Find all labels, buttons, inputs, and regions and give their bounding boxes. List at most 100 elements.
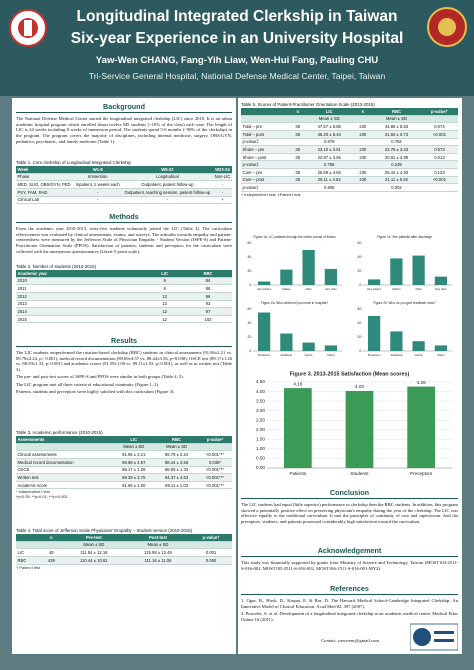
table-cell: 97	[184, 307, 232, 316]
table-cell: LIC	[304, 108, 354, 116]
table-row: Mean ± SD Mean ± SD	[241, 115, 458, 124]
table-cell: W1-8	[73, 166, 122, 174]
table-cell: 25.44 ± 4.93	[372, 168, 421, 177]
y-tick-label: 60	[247, 241, 251, 245]
table-cell: Mean ± SD	[112, 443, 156, 452]
table-cell: 35	[290, 122, 305, 131]
section-heading: Methods	[16, 212, 232, 223]
x-tick-label: Often	[305, 287, 312, 291]
table-cell: 2014	[16, 307, 146, 316]
table-row: 2015 12 102	[16, 315, 232, 324]
table-cell: 2011	[16, 284, 146, 293]
table-cell: 48	[40, 548, 62, 557]
table-row: Academic year LIC RBC	[16, 270, 232, 278]
table-row: Phase Immersion Longitudinal Non-LIC	[16, 173, 232, 182]
x-tick-label: Very often	[435, 287, 447, 291]
table-cell: 86	[184, 284, 232, 293]
table-cell: 46.20 ± 6.44	[304, 130, 354, 139]
bar	[368, 279, 381, 285]
bar	[390, 331, 403, 351]
table-cell: <0.001***	[198, 481, 232, 490]
table-row: Mean ± SD Mean ± SD	[16, 443, 232, 452]
references-section: References 1. Ogur, B., Hirsh, D., Krupa…	[241, 584, 458, 624]
table-cell: Mean ± SD	[372, 115, 421, 124]
table-cell: Clinical Lab	[16, 196, 74, 205]
reference: 2. Poncelet, A. et al. Development of a …	[241, 610, 458, 622]
table-cell: +	[212, 196, 232, 205]
table: Week W1-8 W9-22 W23-24 Phase Immersion Longitu…	[16, 166, 232, 205]
table-cell: 88.44 ± 3.56	[155, 458, 198, 467]
table-block: Table 3. Academic performance (2010-2015…	[16, 430, 232, 499]
table-cell: n	[290, 108, 305, 116]
table-cell: Academic score	[16, 481, 113, 490]
paragraph: This study was financially supported by …	[241, 560, 458, 571]
table-row: Week W1-8 W9-22 W23-24	[16, 166, 232, 174]
title-line: Longitudinal Integrated Clerkship in Tai…	[76, 8, 398, 25]
table-cell: 93	[184, 300, 232, 309]
bar	[280, 269, 293, 285]
table-block: Table 1. Core clerkship of Longitudinal …	[16, 160, 232, 205]
paragraph: Patients, students and preceptors were h…	[16, 388, 175, 394]
y-tick-label: 0	[249, 283, 251, 287]
table-cell: 0.002	[372, 183, 421, 192]
table-cell: 22.75 ± 3.33	[372, 145, 421, 154]
chart: Figure 2a. Who delivered you news in hos…	[241, 298, 348, 362]
table-cell: 41.93 ± 9.73	[372, 130, 421, 139]
table-cell: Immersion	[73, 173, 122, 182]
bar	[302, 342, 315, 351]
table-cell: RBC	[372, 108, 421, 116]
table-cell: <0.001***	[198, 450, 232, 459]
table-cell	[290, 183, 305, 192]
chart-title: Figure 1b. See patients after discharge	[377, 235, 432, 239]
table-cell: OSCE	[16, 466, 113, 475]
chart-title: Figure 1a. LIC patients through the whol…	[253, 235, 336, 239]
section-heading: Acknowledgement	[241, 546, 458, 557]
table-cell: 439	[40, 556, 62, 565]
table-row: Clinical Lab - - +	[16, 196, 232, 205]
table-cell: 230	[353, 130, 373, 139]
chart: Figure 1a. LIC patients through the whol…	[241, 232, 348, 296]
table-cell: 102	[184, 315, 232, 324]
table-cell: Share – pre	[241, 145, 291, 154]
paragraph: The pre- and post-test scores of JSPE-S …	[16, 374, 184, 380]
table-cell: -	[121, 196, 213, 205]
bar	[280, 333, 293, 351]
table-cell: Share – post	[241, 153, 291, 162]
footnote: * Independent t test	[16, 489, 50, 495]
paragraph: The National Defense Medical Center star…	[16, 116, 232, 144]
table-cell: 20.81 ± 4.99	[372, 153, 421, 162]
bar	[390, 258, 403, 285]
paragraph: From the academic year 2010-2015, sixty-…	[16, 226, 232, 254]
table-cell	[190, 541, 232, 550]
table-cell	[16, 534, 41, 542]
table-cell: 110.44 ± 10.81	[61, 556, 126, 565]
table-cell	[353, 115, 373, 124]
table-cell: -	[73, 188, 122, 197]
bar	[258, 312, 271, 351]
section-heading: Conclusion	[241, 488, 458, 499]
chart: Figure 3. 2013-2015 Satisfaction (Mean s…	[241, 368, 458, 482]
y-tick-label: 60	[357, 241, 361, 245]
table-cell: 35	[290, 153, 305, 162]
table-row: n LIC n RBC p-value†	[241, 108, 458, 116]
background-section: Background The National Defense Medical …	[16, 102, 232, 145]
table-cell: 0.758	[304, 160, 354, 169]
table-cell: p-value‡	[241, 183, 291, 192]
table-row: LIC 48 111.54 ± 12.16 115.98 ± 12.46 0.001	[16, 548, 232, 557]
table-cell: 91.59 ± 1.00	[112, 481, 156, 490]
table-cell: <0.001***	[198, 473, 232, 482]
table-cell: p-value*	[198, 436, 232, 444]
table-row: Clinical assessments 91.96 ± 2.21 89.78 ± …	[16, 450, 232, 459]
table-cell: LIC	[112, 436, 156, 444]
table-cell: 230	[353, 153, 373, 162]
y-tick-label: 1.00	[256, 446, 265, 451]
table-cell: 0.013	[420, 153, 458, 162]
table-cell: Mean ± SD	[155, 443, 198, 452]
table-cell	[353, 138, 373, 147]
table-cell: 111.54 ± 12.16	[61, 548, 126, 557]
table-cell: 0.906	[304, 183, 354, 192]
table-caption: Table 5. Scores of Patient-Practitioner …	[241, 102, 375, 107]
table-cell: Care – post	[241, 176, 291, 185]
table-cell	[16, 443, 113, 452]
table-cell	[290, 160, 305, 169]
